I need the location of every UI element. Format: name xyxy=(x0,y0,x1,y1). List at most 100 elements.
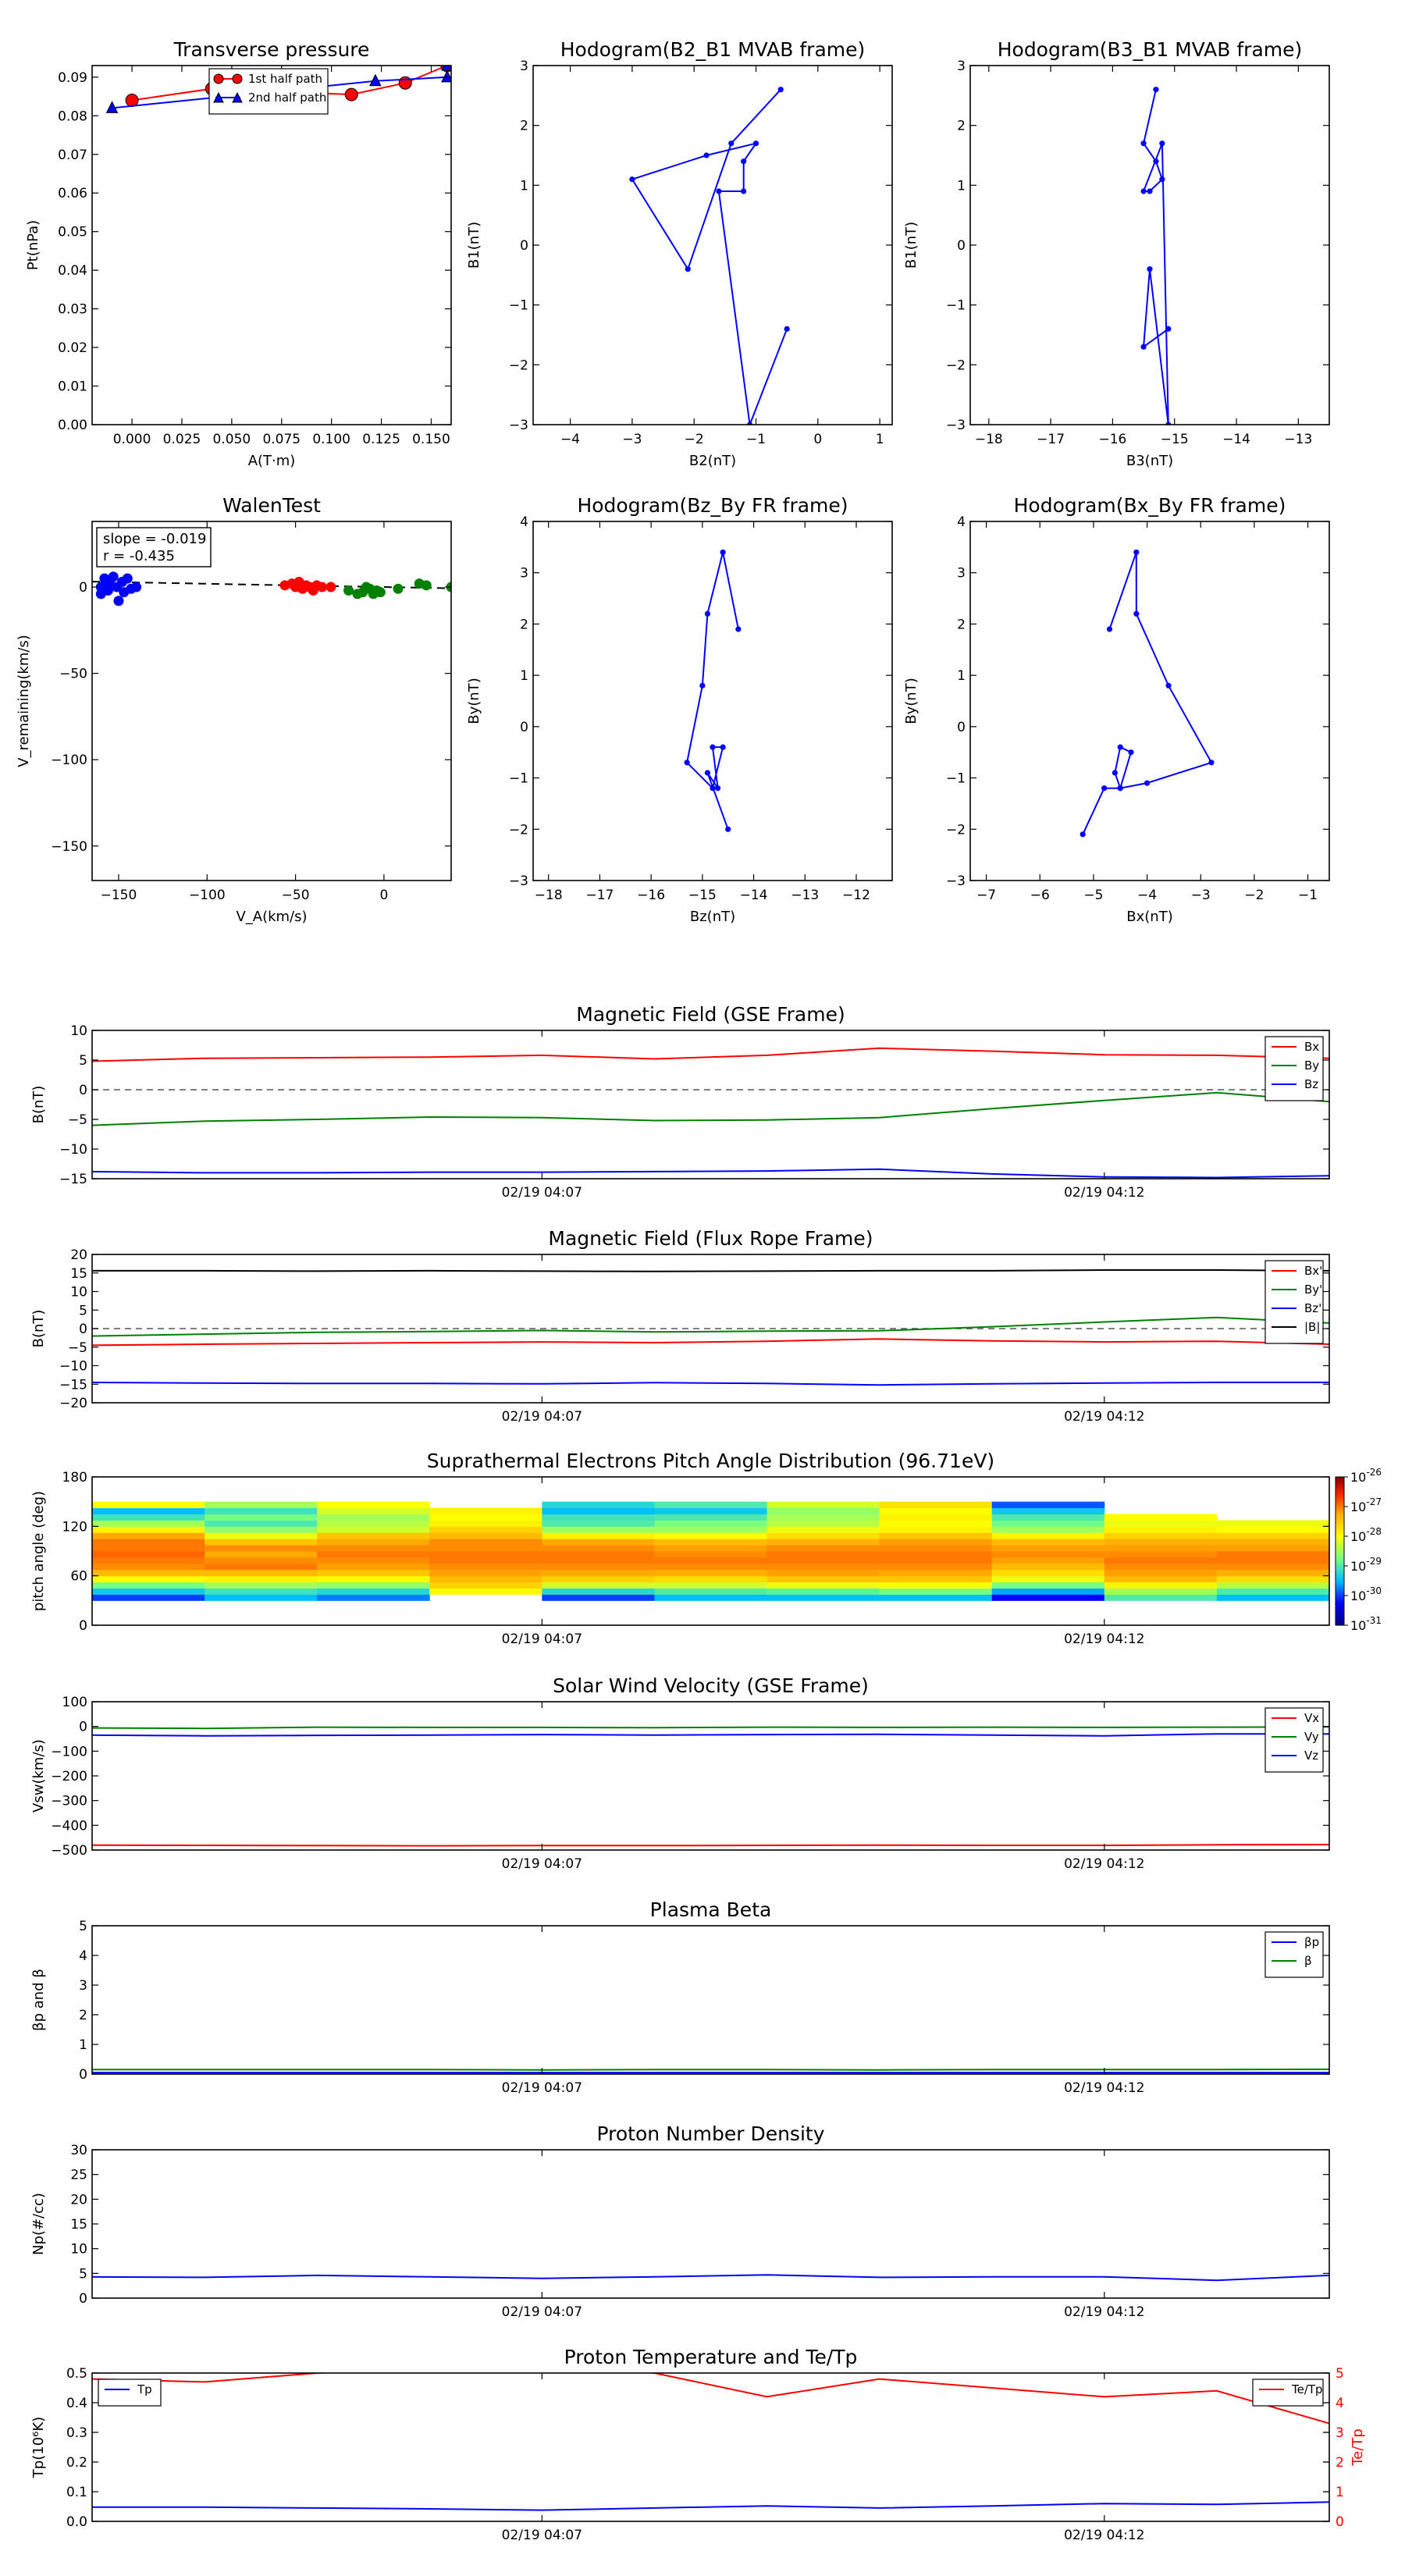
temp-title: Proton Temperature and Te/Tp xyxy=(564,2346,858,2368)
pad-cell xyxy=(991,1501,1105,1509)
bfr-series-0-line xyxy=(92,1338,1329,1347)
vsw-xtick-label: 02/19 04:07 xyxy=(502,1856,582,1872)
pad-cell xyxy=(205,1569,318,1577)
tp-xtick-label: 0.075 xyxy=(262,432,301,447)
temp-ytick-label: 0.5 xyxy=(66,2366,87,2382)
hodo2-ytick-label: −1 xyxy=(946,298,966,314)
pad-cell xyxy=(654,1575,768,1583)
bfr-title: Magnetic Field (Flux Rope Frame) xyxy=(548,1227,873,1250)
hodo1-xtick-label: 1 xyxy=(876,432,884,447)
hodo1-ytick-label: −1 xyxy=(509,298,528,314)
hodo2-title: Hodogram(B3_B1 MVAB frame) xyxy=(998,38,1303,61)
walen-ytick-label: −150 xyxy=(51,839,87,855)
vsw-legend-label: Vx xyxy=(1304,1711,1319,1725)
pad-cell xyxy=(1104,1520,1218,1527)
pad-cell xyxy=(542,1545,655,1552)
hodo4-ytick-label: −1 xyxy=(946,771,966,787)
beta-ytick-label: 3 xyxy=(79,1978,87,1994)
hodo3-point xyxy=(720,549,726,556)
pad-cell xyxy=(317,1501,430,1509)
bgse-ytick-label: −10 xyxy=(59,1142,87,1158)
vsw-ytick-label: −400 xyxy=(51,1818,87,1834)
pad-cell xyxy=(542,1539,655,1546)
hodo2-point xyxy=(1159,141,1165,147)
tp-legend-label: 1st half path xyxy=(248,72,322,86)
tp-ytick-label: 0.01 xyxy=(58,379,87,395)
pad-cell xyxy=(1216,1539,1330,1546)
tp-point xyxy=(344,87,358,101)
beta-legend xyxy=(1264,1931,1324,1978)
vsw-xtick-label: 02/19 04:12 xyxy=(1064,1856,1144,1872)
tp-ytick-label: 0.04 xyxy=(58,263,87,279)
chart-hodo2: Hodogram(B3_B1 MVAB frame) −3 −2 −1 0 1 2 3 −18 −… xyxy=(903,38,1330,469)
hodo1-xtick-label: −4 xyxy=(560,432,580,447)
hodo3-ytick-label: 0 xyxy=(520,720,528,735)
pad-cell xyxy=(879,1532,993,1539)
hodo3-point xyxy=(735,626,742,632)
chart-beta: Plasma Beta 0 1 2 3 4 5 02/19 04:07 02/19 04:12 β… xyxy=(30,1898,1330,2096)
walen-annotation-line: r = -0.435 xyxy=(103,548,175,564)
hodo1-title: Hodogram(B2_B1 MVAB frame) xyxy=(560,38,866,61)
hodo1-ytick-label: −2 xyxy=(509,358,528,373)
walen-ytick-label: 0 xyxy=(79,580,87,596)
pad-cell xyxy=(1216,1569,1330,1577)
hodo1-ytick-label: 2 xyxy=(520,119,528,134)
pad-cell xyxy=(317,1545,430,1552)
pad-cell xyxy=(1104,1526,1218,1533)
hodo3-xtick-label: −18 xyxy=(535,888,563,903)
pad-cell xyxy=(317,1557,430,1564)
temp-ytick-label: 0.4 xyxy=(66,2396,87,2411)
hodo4-xtick-label: −3 xyxy=(1191,888,1211,903)
vsw-legend-label: Vz xyxy=(1304,1749,1318,1763)
hodo4-point xyxy=(1080,831,1086,838)
bfr-legend-label: Bx' xyxy=(1304,1264,1322,1278)
tp-legend-marker xyxy=(213,91,224,103)
hodo4-ytick-label: −3 xyxy=(946,873,966,889)
hodo1-point xyxy=(746,422,753,425)
chart-vsw: Solar Wind Velocity (GSE Frame) −500 −400 −… xyxy=(30,1674,1330,1872)
bgse-ylabel: B(nT) xyxy=(30,1086,47,1124)
bgse-xtick-label: 02/19 04:07 xyxy=(502,1185,582,1201)
temp-frame xyxy=(91,2372,1330,2522)
walen-point xyxy=(421,580,432,591)
pad-cell xyxy=(542,1575,655,1583)
pad-cell xyxy=(205,1539,318,1546)
pad-cell xyxy=(767,1594,880,1601)
hodo1-point xyxy=(784,326,790,332)
pad-cell xyxy=(92,1594,205,1601)
pad-cell xyxy=(991,1569,1105,1577)
chart-bgse: Magnetic Field (GSE Frame) −15 −10 −5 0 5 10 02… xyxy=(30,1003,1330,1201)
hodo4-ytick-label: −2 xyxy=(946,822,966,838)
hodo4-point xyxy=(1165,682,1172,688)
pad-colorbar-label: 10-31 xyxy=(1350,1615,1382,1633)
pad-cell xyxy=(92,1582,205,1589)
tp-legend-label: 2nd half path xyxy=(248,91,326,105)
hodo1-point xyxy=(703,152,710,158)
pad-cell xyxy=(1104,1551,1218,1558)
pad-cell xyxy=(92,1575,205,1583)
walen-ytick-label: −100 xyxy=(51,753,87,768)
hodo4-xtick-label: −5 xyxy=(1083,888,1103,903)
temp-plot-area xyxy=(92,2373,1329,2511)
walen-xtick-label: −100 xyxy=(189,888,226,903)
hodo1-point xyxy=(685,266,691,272)
pad-title: Suprathermal Electrons Pitch Angle Distr… xyxy=(427,1450,994,1472)
beta-title: Plasma Beta xyxy=(650,1898,772,1921)
pad-cell xyxy=(429,1532,542,1539)
pad-cell xyxy=(429,1557,542,1564)
pad-cell xyxy=(429,1514,542,1521)
pad-colorbar-label: 10-27 xyxy=(1350,1496,1382,1514)
pad-cell xyxy=(767,1532,880,1539)
hodo4-xtick-label: −4 xyxy=(1137,888,1157,903)
pad-cell xyxy=(317,1514,430,1521)
hodo1-point xyxy=(741,188,747,194)
pad-cell xyxy=(991,1526,1105,1533)
walen-ylabel: V_remaining(km/s) xyxy=(16,635,32,767)
pad-cell xyxy=(92,1539,205,1546)
pad-cell xyxy=(205,1582,318,1589)
walen-frame xyxy=(91,521,452,881)
tp-xtick-label: 0.100 xyxy=(312,432,350,447)
pad-cell xyxy=(429,1588,542,1595)
pad-cell xyxy=(1216,1526,1330,1533)
